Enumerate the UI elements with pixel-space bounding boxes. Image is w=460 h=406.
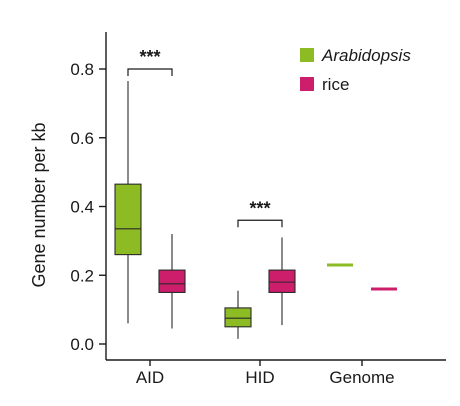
- box-iqr: [268, 269, 296, 293]
- legend-swatch: [300, 77, 314, 91]
- x-category-label: AID: [136, 368, 164, 387]
- y-tick-label: 0.6: [70, 129, 94, 148]
- box-arabidopsis-aid: [114, 81, 142, 324]
- y-tick-label: 0.4: [70, 198, 94, 217]
- legend-label: Arabidopsis: [321, 46, 411, 65]
- plot-area: [114, 81, 397, 339]
- box-iqr: [114, 183, 142, 256]
- y-axis-title: Gene number per kb: [29, 122, 49, 287]
- x-category-label: Genome: [329, 368, 394, 387]
- box-arabidopsis-hid: [224, 290, 252, 339]
- significance-label: ***: [139, 47, 160, 67]
- significance-bracket: [237, 219, 283, 228]
- axes: [105, 32, 446, 361]
- box-iqr: [158, 269, 186, 293]
- significance-brackets: *** ***: [127, 47, 283, 228]
- significance-label: ***: [249, 198, 270, 218]
- legend: Arabidopsis rice: [300, 46, 411, 94]
- y-tick-label: 0.2: [70, 266, 94, 285]
- y-tick-label: 0.0: [70, 335, 94, 354]
- box-rice-hid: [268, 237, 296, 326]
- x-category-label: HID: [245, 368, 274, 387]
- y-ticks: 0.0 0.2 0.4 0.6 0.8: [70, 60, 106, 354]
- box-rice-aid: [158, 234, 186, 329]
- significance-bracket: [127, 68, 173, 76]
- box-iqr: [224, 307, 252, 328]
- y-tick-label: 0.8: [70, 60, 94, 79]
- legend-label: rice: [322, 75, 349, 94]
- legend-swatch: [300, 48, 314, 62]
- x-category-labels: AID HID Genome: [136, 360, 395, 387]
